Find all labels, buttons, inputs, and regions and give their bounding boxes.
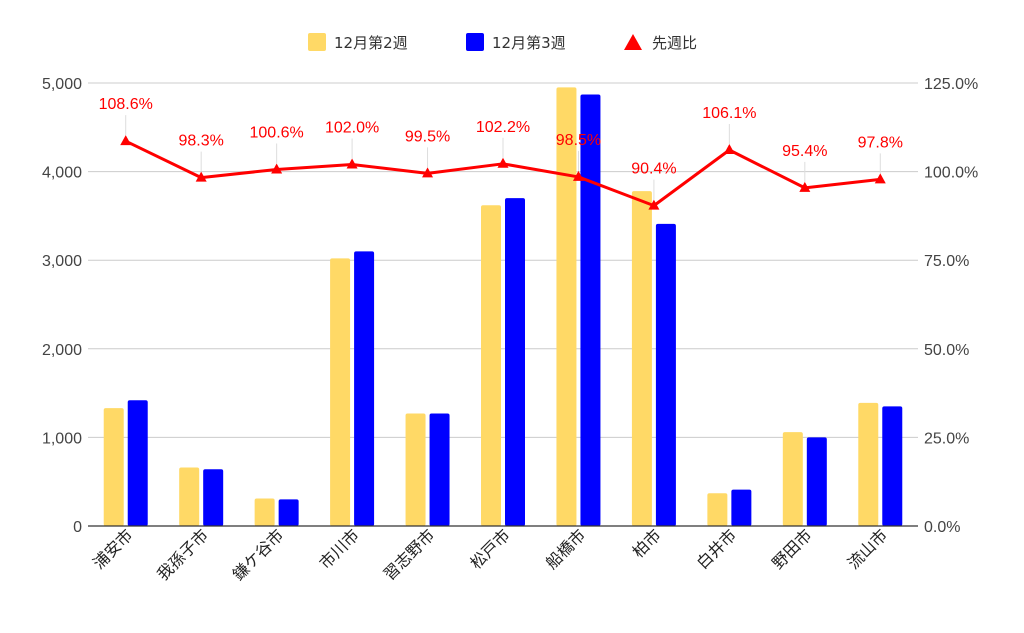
left-axis: 0 1,000 2,000 3,000 4,000 5,000 xyxy=(42,76,82,536)
legend-label-week2: 12月第2週 xyxy=(334,34,408,52)
y-right-tick-label: 100.0% xyxy=(924,165,978,182)
bar-week3 xyxy=(127,400,148,526)
ratio-point-marker xyxy=(422,167,434,178)
ratio-point-marker xyxy=(874,173,886,184)
ratio-data-label: 100.6% xyxy=(250,124,304,141)
y-left-tick-label: 1,000 xyxy=(42,430,82,447)
y-right-tick-label: 0.0% xyxy=(924,519,960,536)
y-left-tick-label: 4,000 xyxy=(42,165,82,182)
x-category-label: 流山市 xyxy=(844,525,891,572)
ratio-data-label: 106.1% xyxy=(702,105,756,122)
x-category-label: 鎌ケ谷市 xyxy=(229,525,288,584)
x-category-label: 浦安市 xyxy=(89,525,136,572)
category-labels: 浦安市 我孫子市 鎌ケ谷市 市川市 習志野市 松戸市 船橋市 柏市 白井市 野田市 流山市 xyxy=(89,525,891,584)
ratio-data-label: 90.4% xyxy=(631,161,676,178)
ratio-data-label: 108.6% xyxy=(99,96,153,113)
legend-label-ratio: 先週比 xyxy=(652,34,697,52)
bar-week3 xyxy=(429,413,450,526)
ratio-point-marker xyxy=(799,181,811,192)
bar-week2 xyxy=(782,432,803,526)
y-right-tick-label: 125.0% xyxy=(924,76,978,93)
y-left-tick-label: 0 xyxy=(73,519,82,536)
x-category-label: 白井市 xyxy=(693,525,740,572)
bars xyxy=(103,87,903,527)
ratio-data-label: 102.0% xyxy=(325,120,379,137)
ratio-data-label: 98.3% xyxy=(178,133,223,150)
y-left-tick-label: 3,000 xyxy=(42,253,82,270)
y-left-tick-label: 2,000 xyxy=(42,342,82,359)
legend-swatch-week2 xyxy=(308,33,326,51)
legend: 12月第2週 12月第3週 先週比 xyxy=(308,33,697,52)
bar-week3 xyxy=(354,251,375,526)
legend-swatch-week3 xyxy=(466,33,484,51)
bar-week2 xyxy=(481,205,501,526)
bar-week2 xyxy=(556,87,577,527)
bar-week3 xyxy=(806,437,827,526)
bar-week2 xyxy=(858,402,879,526)
bar-week2 xyxy=(330,258,351,526)
bar-week3 xyxy=(731,489,752,526)
bar-week3 xyxy=(505,198,525,526)
ratio-data-label: 99.5% xyxy=(405,128,450,145)
x-category-label: 野田市 xyxy=(768,525,815,572)
ratio-point-marker xyxy=(723,143,735,154)
ratio-point-marker xyxy=(120,135,132,146)
ratio-point-marker xyxy=(195,171,207,182)
y-right-tick-label: 75.0% xyxy=(924,253,969,270)
y-right-tick-label: 25.0% xyxy=(924,430,969,447)
bar-week3 xyxy=(580,94,601,526)
bar-week3 xyxy=(203,469,224,526)
bar-week2 xyxy=(405,413,426,526)
x-category-label: 市川市 xyxy=(316,525,363,572)
ratio-point-marker xyxy=(271,163,283,174)
bar-week2 xyxy=(254,498,275,526)
bar-week2 xyxy=(707,493,728,526)
bar-week3 xyxy=(278,499,299,526)
legend-label-week3: 12月第3週 xyxy=(492,34,566,52)
bar-week3 xyxy=(882,406,903,526)
y-left-tick-label: 5,000 xyxy=(42,76,82,93)
bar-week3 xyxy=(655,223,676,526)
x-category-label: 我孫子市 xyxy=(153,525,212,584)
gridlines xyxy=(88,82,918,438)
y-right-tick-label: 50.0% xyxy=(924,342,969,359)
bar-week2 xyxy=(179,467,200,526)
bar-week2 xyxy=(103,408,124,526)
ratio-data-label: 102.2% xyxy=(476,119,530,136)
x-category-label: 船橋市 xyxy=(542,525,589,572)
ratio-data-label: 97.8% xyxy=(858,134,903,151)
ratio-point-marker xyxy=(497,157,509,168)
ratio-data-label: 98.5% xyxy=(556,132,601,149)
ratio-point-marker xyxy=(346,158,358,169)
x-category-label: 松戸市 xyxy=(466,525,513,572)
ratio-line-series: 108.6% 98.3% 100.6% 102.0% 99.5% 102.2% 98.5% 9… xyxy=(99,96,903,210)
ratio-point-marker xyxy=(572,170,584,181)
right-axis: 0.0% 25.0% 50.0% 75.0% 100.0% 125.0% xyxy=(924,76,978,536)
ratio-data-label: 95.4% xyxy=(782,143,827,160)
x-category-label: 柏市 xyxy=(629,525,665,561)
legend-triangle-marker xyxy=(624,34,642,50)
ratio-point-marker xyxy=(648,199,660,210)
bar-week2 xyxy=(631,191,652,527)
x-category-label: 習志野市 xyxy=(380,525,439,584)
